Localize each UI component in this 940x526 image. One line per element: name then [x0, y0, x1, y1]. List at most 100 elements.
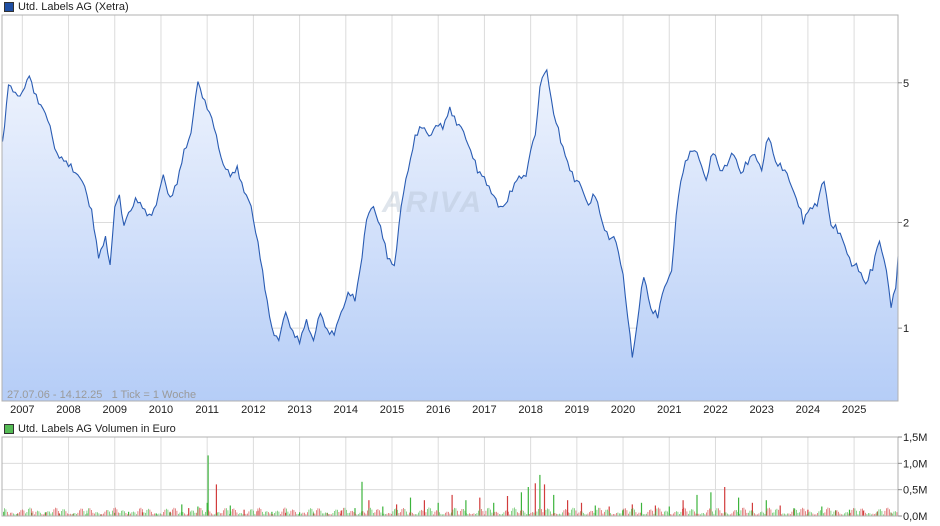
volume-bar-minor: [883, 514, 884, 516]
date-range-info: 27.07.06 - 14.12.25 1 Tick = 1 Woche: [7, 389, 196, 401]
volume-bar-minor: [553, 513, 554, 516]
volume-bar-minor: [73, 513, 74, 516]
volume-bar: [696, 494, 698, 516]
volume-bar: [465, 500, 467, 516]
volume-bar-minor: [97, 512, 98, 516]
volume-bar-minor: [826, 509, 827, 516]
volume-bar-minor: [412, 512, 413, 516]
volume-bar: [423, 500, 425, 516]
volume-bar-minor: [527, 514, 529, 516]
volume-bar-minor: [895, 511, 896, 516]
volume-bar-minor: [11, 512, 13, 516]
volume-bar: [779, 505, 781, 516]
volume-bar-minor: [431, 511, 433, 516]
volume-bar: [382, 506, 384, 516]
volume-bar-minor: [620, 513, 622, 516]
volume-bar: [361, 481, 363, 516]
volume-bar-minor: [794, 508, 796, 516]
volume-bar-minor: [314, 513, 316, 516]
volume-bar-minor: [196, 512, 197, 516]
volume-bar-minor: [31, 508, 32, 516]
volume-bar-minor: [59, 514, 61, 516]
volume-bar-minor: [214, 514, 215, 516]
volume-bar-minor: [734, 510, 736, 516]
volume-bar-minor: [101, 514, 103, 516]
volume-bar: [114, 512, 116, 516]
volume-bar-minor: [821, 510, 823, 516]
volume-bars: [3, 455, 898, 516]
volume-bar-minor: [292, 509, 293, 516]
volume-bar-minor: [461, 509, 463, 516]
volume-bar-minor: [169, 512, 170, 516]
volume-bar-minor: [239, 513, 241, 516]
volume-bar-minor: [320, 510, 322, 516]
volume-bar-minor: [550, 511, 551, 516]
volume-bar-minor: [340, 513, 341, 516]
volume-bar-minor: [353, 512, 355, 516]
volume-bar-minor: [415, 514, 416, 516]
volume-bar-minor: [887, 507, 889, 516]
volume-bar-minor: [373, 513, 374, 516]
volume-bar-minor: [187, 514, 188, 516]
volume-bar-minor: [370, 507, 371, 516]
volume-bar-minor: [520, 510, 521, 516]
volume-bar-minor: [896, 512, 898, 516]
volume-bar-minor: [596, 509, 598, 516]
volume-bar-minor: [773, 512, 775, 516]
volume-bar-minor: [343, 507, 344, 516]
volume-bar-minor: [700, 514, 701, 516]
volume-legend-swatch: [4, 424, 14, 434]
volume-bar-minor: [818, 511, 820, 516]
x-tick-label: 2009: [103, 404, 127, 416]
volume-y-tick-label: 0,5M: [903, 485, 927, 497]
volume-bar-minor: [277, 510, 278, 516]
volume-bar-minor: [532, 512, 533, 516]
volume-bar-minor: [847, 512, 848, 516]
volume-bar-minor: [82, 508, 83, 516]
volume-bar-minor: [8, 514, 10, 516]
y-tick-label: 1: [903, 323, 909, 335]
volume-bar-minor: [91, 510, 92, 516]
volume-bar-minor: [439, 512, 440, 516]
volume-bar-minor: [649, 510, 650, 516]
volume-bar-minor: [478, 510, 479, 516]
volume-bar-minor: [317, 508, 319, 516]
volume-bar-minor: [752, 511, 754, 516]
volume-bar-minor: [74, 513, 76, 516]
volume-bar-minor: [257, 508, 259, 516]
volume-bar-minor: [689, 510, 691, 516]
volume-bar-minor: [185, 514, 187, 516]
volume-bar-minor: [737, 511, 739, 516]
volume-bar-minor: [401, 509, 403, 516]
volume-bar-minor: [523, 510, 524, 516]
volume-bar-minor: [509, 514, 511, 516]
volume-bar: [354, 508, 356, 516]
volume-bar-minor: [238, 514, 239, 516]
volume-bar-minor: [457, 510, 458, 516]
y-tick-label: 5: [903, 78, 909, 90]
volume-bar-minor: [110, 514, 112, 516]
volume-bar-minor: [251, 509, 253, 516]
volume-bar-minor: [112, 510, 113, 516]
volume-bar-minor: [679, 514, 680, 516]
volume-bar-minor: [65, 511, 67, 516]
volume-bar-minor: [751, 510, 752, 516]
volume-bar-minor: [10, 512, 11, 516]
volume-bar-minor: [740, 510, 742, 516]
volume-bar-minor: [680, 511, 682, 516]
volume-bar-minor: [53, 509, 55, 516]
volume-bar-minor: [628, 513, 629, 516]
volume-bar-minor: [142, 509, 143, 516]
volume-bar-minor: [688, 513, 689, 516]
volume-bar-minor: [566, 509, 568, 516]
volume-bar-minor: [26, 512, 28, 516]
volume-bar-minor: [884, 510, 886, 516]
volume-bar-minor: [436, 510, 437, 516]
volume-bar-minor: [308, 509, 310, 516]
volume-bar-minor: [790, 514, 791, 516]
volume-bar-minor: [190, 511, 191, 516]
volume-bar-minor: [638, 512, 640, 516]
volume-bar-minor: [563, 510, 565, 516]
volume-legend: Utd. Labels AG Volumen in Euro: [4, 422, 176, 436]
volume-bar-minor: [782, 513, 784, 516]
